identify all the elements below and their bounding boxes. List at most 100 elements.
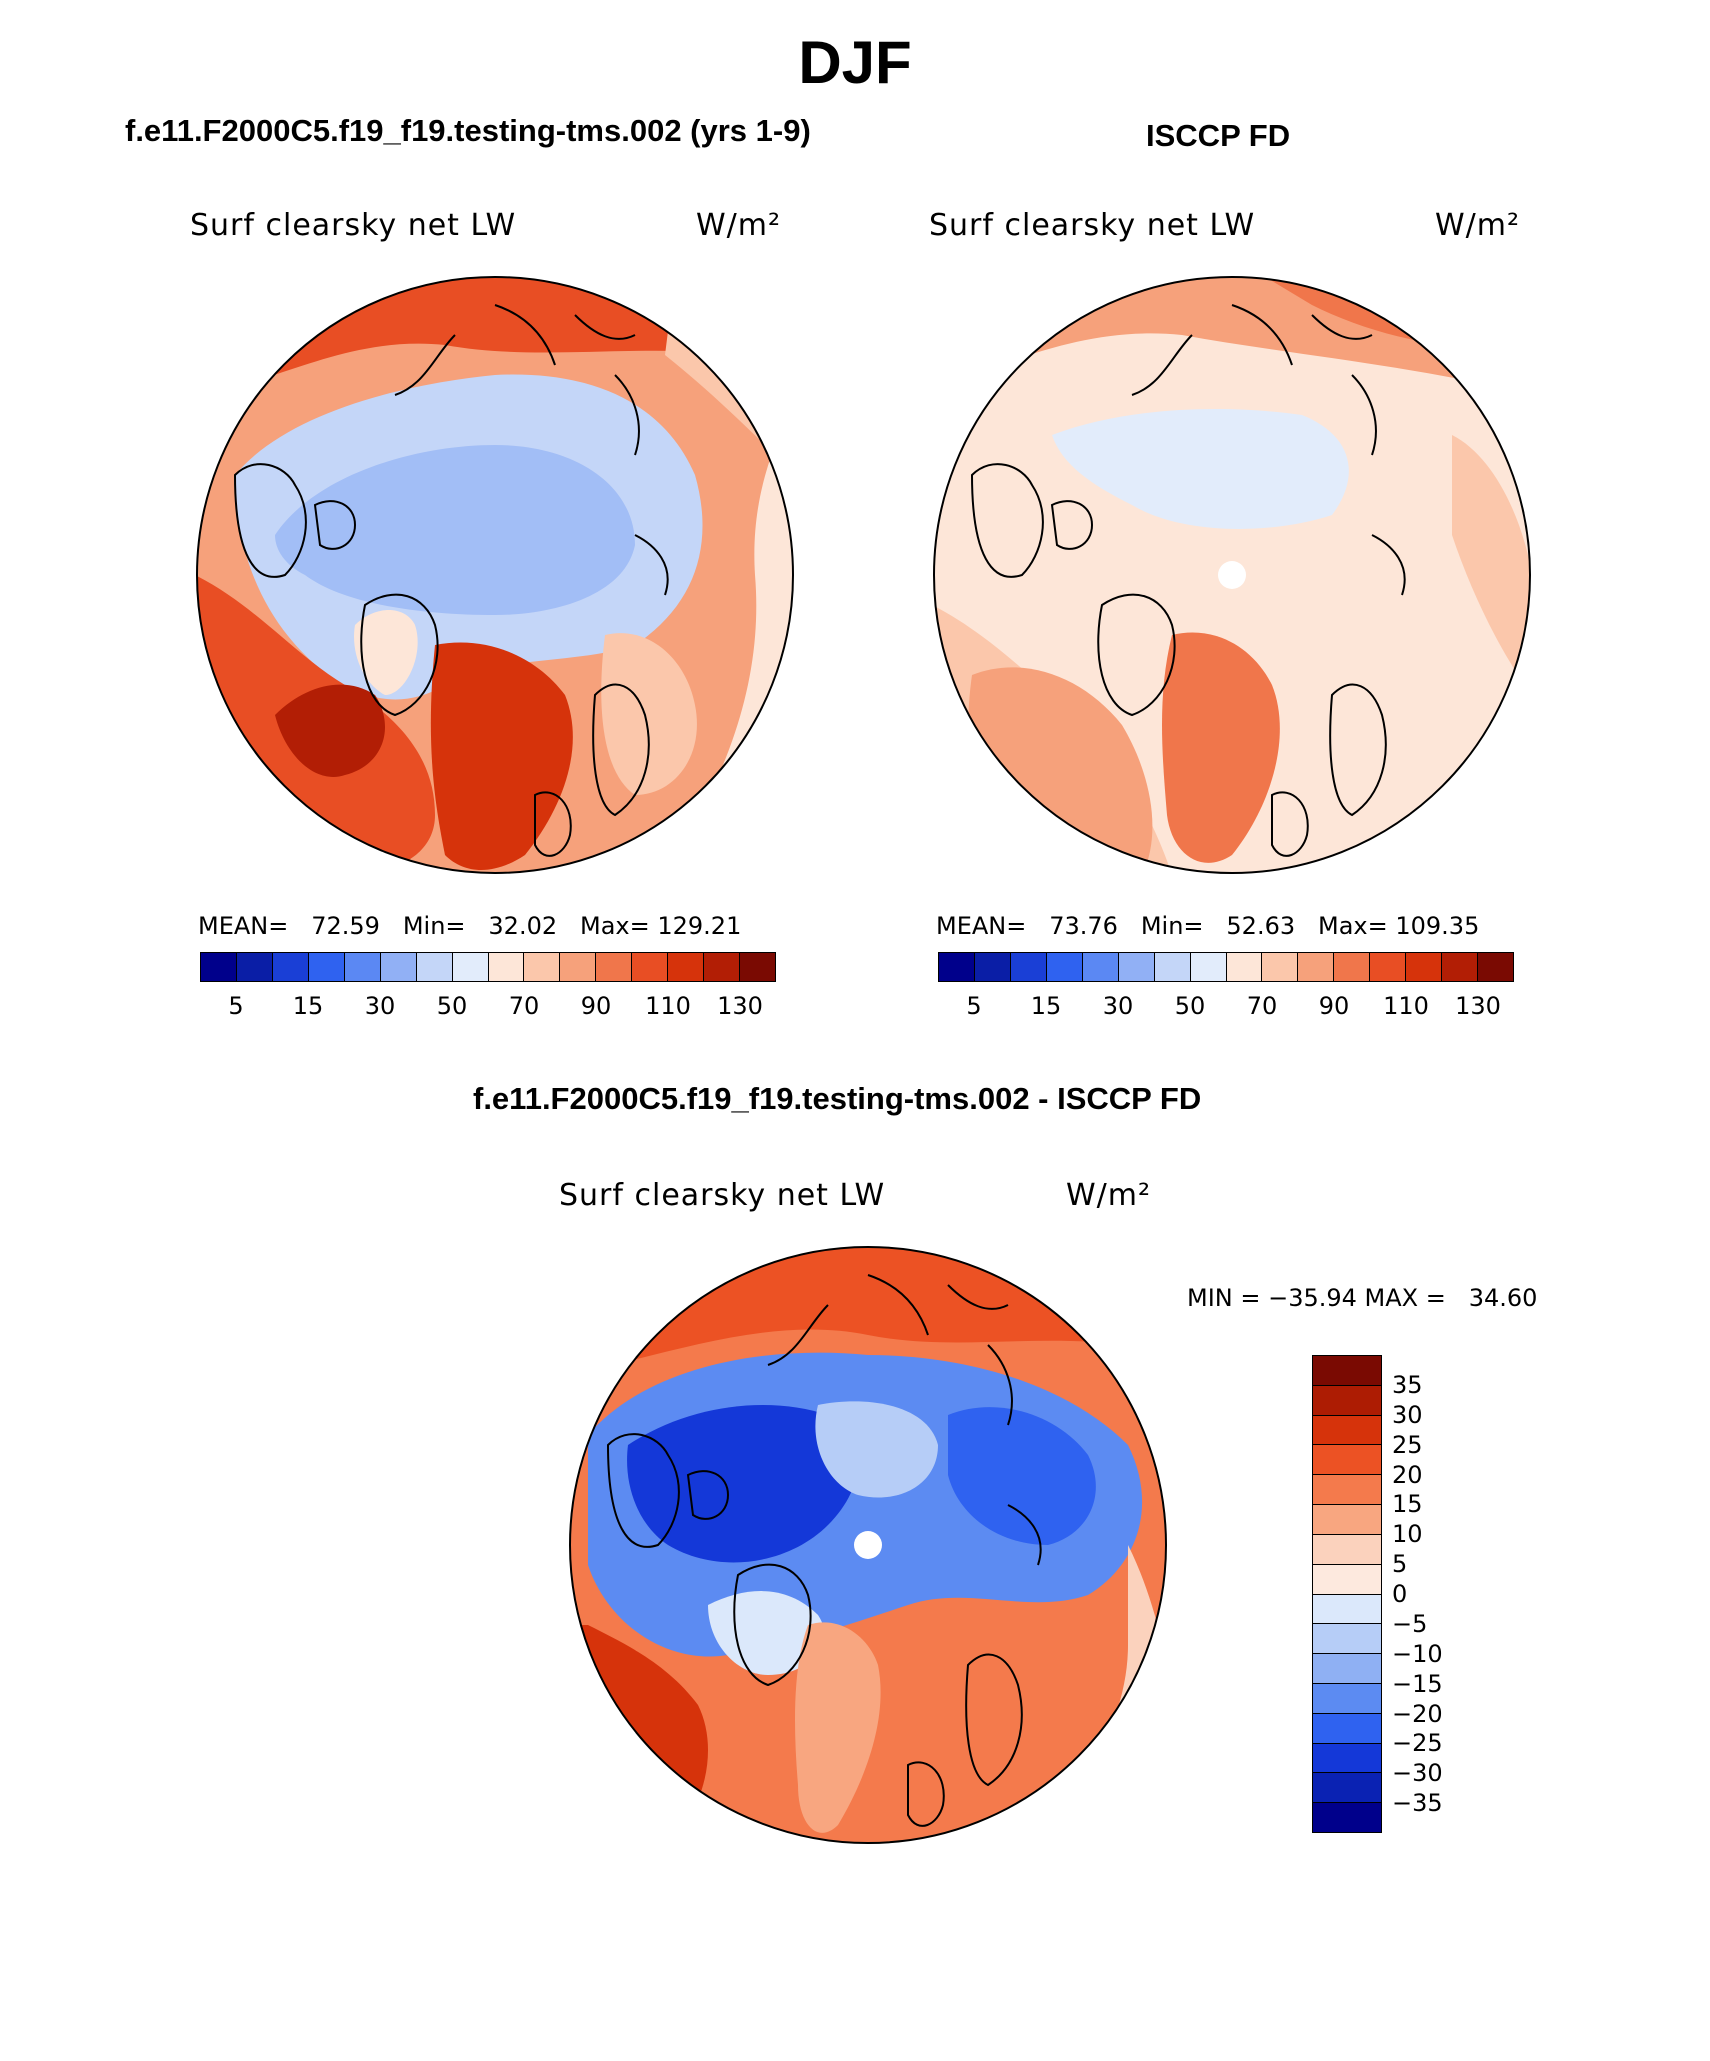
diff-colorbar-tick-label: −30 [1392,1759,1443,1788]
diff-colorbar-tick-label: −10 [1392,1639,1443,1668]
diff-colorbar-tick-label: 35 [1392,1370,1423,1399]
diff-map-norway-peach [795,1622,881,1833]
model-colorbar-ticks: 5 15 30 50 70 90 110 130 [200,992,776,1022]
obs-colorbar-tick-label: 30 [1102,992,1134,1020]
diff-colorbar-swatch [1313,1505,1381,1535]
model-colorbar-swatch [272,953,309,981]
diff-colorbar-swatch [1313,1683,1381,1714]
model-colorbar-tick-label: 90 [580,992,612,1020]
model-map-coastline-greenland [360,593,439,717]
obs-map-coastline-canada [970,463,1094,578]
obs-colorbar-swatch [1406,953,1443,981]
model-colorbar-tick-label: 70 [508,992,540,1020]
obs-colorbar-swatch [1334,953,1371,981]
obs-colorbar-ticks: 5 15 30 50 70 90 110 130 [938,992,1514,1022]
obs-colorbar-swatch [1478,953,1513,981]
diff-colorbar-tick-label: −25 [1392,1729,1443,1758]
model-map-outline [196,276,794,874]
model-colorbar [200,952,776,982]
model-map-norway-red [430,642,573,870]
obs-colorbar-swatch [1010,953,1047,981]
obs-colorbar-swatch [1082,953,1119,981]
obs-map-coastline-greenland [1097,593,1176,717]
diff-colorbar-tick-label: −15 [1392,1669,1443,1698]
model-colorbar-swatch [668,953,705,981]
diff-colorbar-swatch [1313,1743,1381,1774]
diff-case-title: f.e11.F2000C5.f19_f19.testing-tms.002 - … [473,1081,1202,1116]
diff-polar-map [569,1246,1167,1844]
diff-colorbar [1312,1355,1382,1833]
diff-colorbar-tick-label: 10 [1392,1520,1423,1549]
diff-map-coastline-greenland [733,1563,812,1687]
obs-case-title: ISCCP FD [1146,118,1291,153]
model-colorbar-tick-label: 5 [228,992,244,1020]
model-colorbar-swatch [560,953,597,981]
model-colorbar-swatch [452,953,489,981]
diff-colorbar-tick-label: −20 [1392,1699,1443,1728]
model-map-labrador-darkred [275,684,385,777]
obs-colorbar-tick-label: 110 [1383,992,1429,1020]
obs-colorbar-tick-label: 90 [1318,992,1350,1020]
diff-variable-label: Surf clearsky net LW [559,1178,886,1213]
diff-colorbar-swatch [1313,1385,1381,1416]
model-colorbar-swatch [308,953,345,981]
obs-map-outline [933,276,1531,874]
diff-colorbar-swatch [1313,1356,1381,1386]
obs-map-coastline-siberia [1131,304,1406,596]
model-colorbar-tick-label: 30 [364,992,396,1020]
obs-colorbar-swatch [1190,953,1227,981]
model-map-greenland-peach [354,610,418,695]
diff-map-pole-lightblue [815,1401,938,1498]
obs-colorbar-swatch [1046,953,1083,981]
diff-map-canada-deepblue [627,1405,858,1563]
model-colorbar-tick-label: 15 [292,992,324,1020]
diff-map-pole-gap [854,1531,882,1559]
obs-map-pole-gap [1218,561,1246,589]
model-polar-map [196,276,794,874]
diff-colorbar-tick-label: 0 [1392,1580,1408,1608]
model-colorbar-swatch [596,953,633,981]
model-colorbar-swatch [632,953,669,981]
model-map-arctic-midblue [275,445,635,615]
obs-colorbar-swatch [1154,953,1191,981]
diff-colorbar-swatch [1313,1773,1381,1804]
obs-colorbar-swatch [1370,953,1407,981]
obs-colorbar-swatch [1442,953,1479,981]
diff-stats: MIN = −35.94 MAX = 34.60 [1187,1284,1538,1312]
model-colorbar-tick-label: 130 [717,992,763,1020]
diff-units-label: W/m² [1066,1178,1152,1213]
diff-colorbar-swatch [1313,1564,1381,1595]
diff-map-baffin-lightblue [708,1591,825,1675]
model-colorbar-swatch [201,953,237,981]
diff-colorbar-tick-label: −5 [1392,1609,1428,1638]
model-colorbar-swatch [704,953,741,981]
obs-colorbar [938,952,1514,982]
model-map-scandinavia-peach [601,633,697,795]
obs-polar-map [933,276,1531,874]
obs-colorbar-tick-label: 15 [1030,992,1062,1020]
obs-map-norway-orange [1162,632,1280,863]
model-units-label: W/m² [696,208,782,243]
obs-colorbar-tick-label: 5 [966,992,982,1020]
obs-map-coastline-europe [1271,683,1387,857]
model-colorbar-tick-label: 110 [645,992,691,1020]
obs-colorbar-swatch [1262,953,1299,981]
diff-colorbar-swatch [1313,1594,1381,1625]
obs-colorbar-tick-label: 130 [1455,992,1501,1020]
model-colorbar-swatch [488,953,525,981]
diff-colorbar-tick-label: 20 [1392,1460,1423,1489]
diff-colorbar-tick-label: 30 [1392,1400,1423,1429]
obs-colorbar-tick-label: 70 [1246,992,1278,1020]
model-map-coastline-canada [233,463,357,578]
model-colorbar-swatch [416,953,453,981]
model-map-coastline-europe [534,683,650,857]
diff-colorbar-tick-label: 25 [1392,1430,1423,1459]
obs-stats: MEAN= 73.76 Min= 52.63 Max= 109.35 [936,912,1480,940]
obs-colorbar-swatch [1298,953,1335,981]
diff-colorbar-labels: 35 30 25 20 15 10 5 0 −5 −10 −15 −20 −25 −30 −35 [1392,1355,1472,1833]
model-variable-label: Surf clearsky net LW [190,208,517,243]
model-colorbar-swatch [524,953,561,981]
diff-colorbar-tick-label: 15 [1392,1490,1423,1519]
diff-map-coastline-canada [606,1433,730,1548]
model-colorbar-swatch [740,953,775,981]
